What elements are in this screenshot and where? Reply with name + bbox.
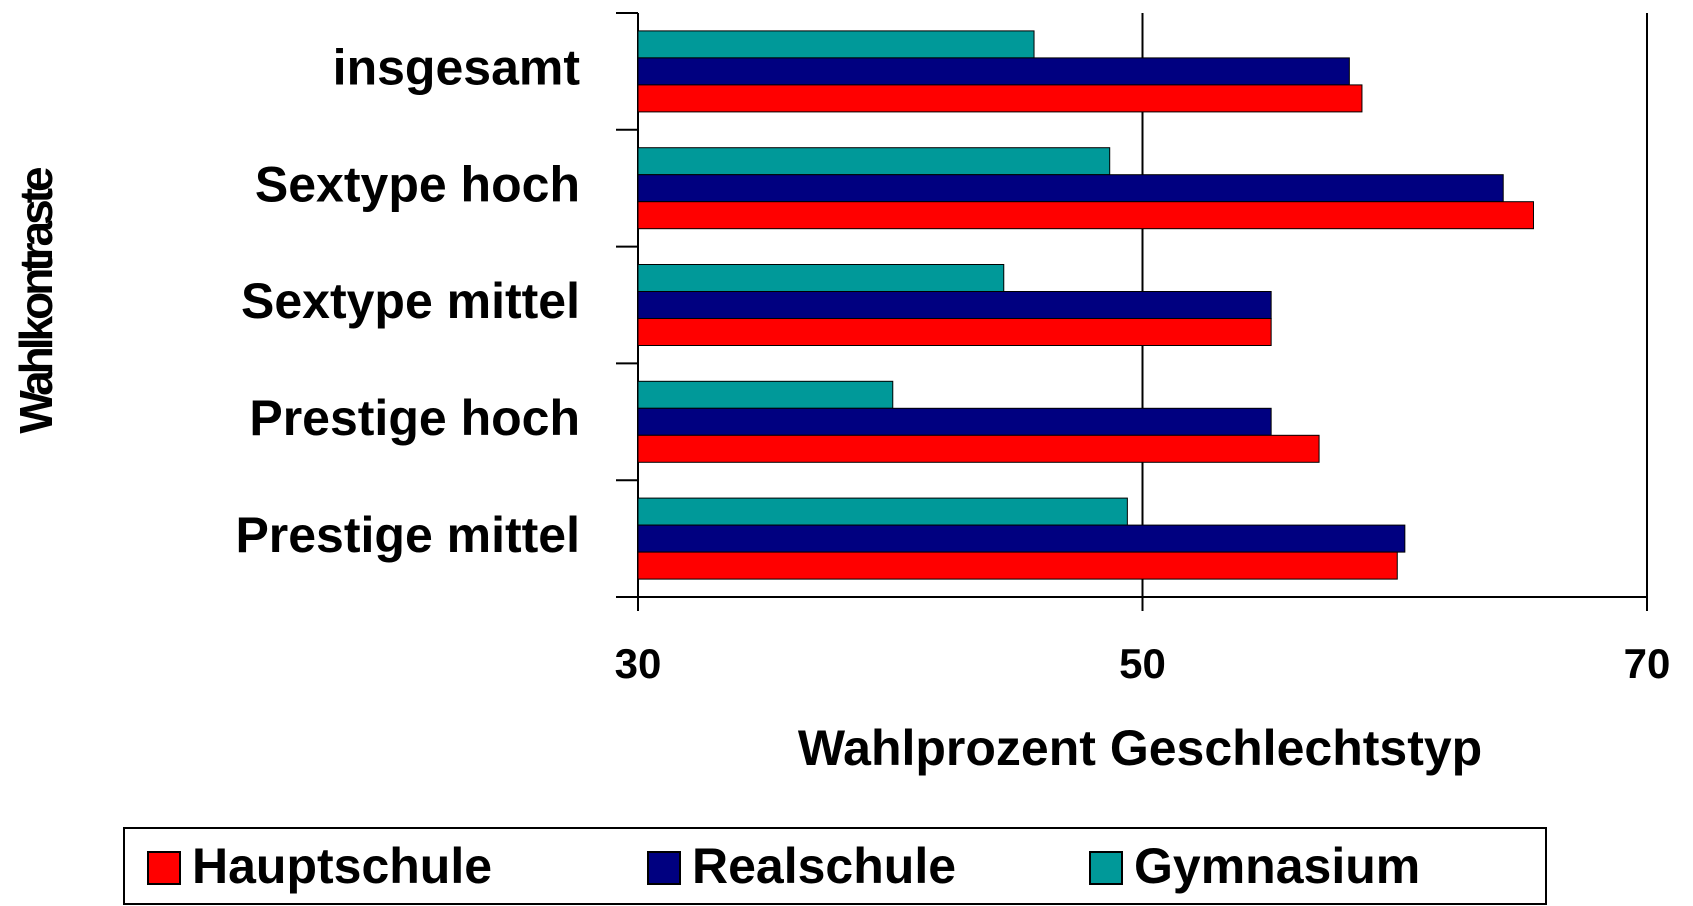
- y-tick-label: insgesamt: [333, 40, 581, 96]
- bar: [637, 84, 1363, 113]
- bar: [637, 434, 1320, 463]
- bar: [637, 551, 1398, 580]
- bar: [637, 264, 1005, 292]
- y-axis-title: Wahlkontraste: [10, 167, 62, 434]
- bar: [637, 57, 1350, 86]
- y-tick-label: Prestige hoch: [249, 390, 580, 446]
- legend-swatch: [1089, 851, 1123, 885]
- bar: [637, 318, 1272, 346]
- legend-label: Realschule: [692, 838, 956, 894]
- x-tick-label: 30: [615, 640, 662, 687]
- y-tick-label: Prestige mittel: [235, 507, 580, 563]
- x-axis-title: Wahlprozent Geschlechtstyp: [798, 720, 1482, 776]
- bar: [637, 291, 1272, 319]
- bar: [637, 497, 1128, 526]
- bar: [637, 380, 894, 409]
- legend-label: Hauptschule: [192, 838, 492, 894]
- bar: [637, 174, 1504, 203]
- bar: [637, 201, 1534, 230]
- x-tick-label: 70: [1624, 640, 1671, 687]
- legend-label: Gymnasium: [1134, 838, 1420, 894]
- legend-swatch: [147, 851, 181, 885]
- bar: [637, 524, 1406, 553]
- legend-swatch: [647, 851, 681, 885]
- bar: [637, 30, 1035, 59]
- bar: [637, 147, 1111, 176]
- x-tick-label: 50: [1119, 640, 1166, 687]
- y-tick-label: Sextype mittel: [241, 273, 580, 329]
- y-tick-label: Sextype hoch: [255, 156, 580, 212]
- bar: [637, 407, 1272, 436]
- legend-box: [123, 827, 1547, 905]
